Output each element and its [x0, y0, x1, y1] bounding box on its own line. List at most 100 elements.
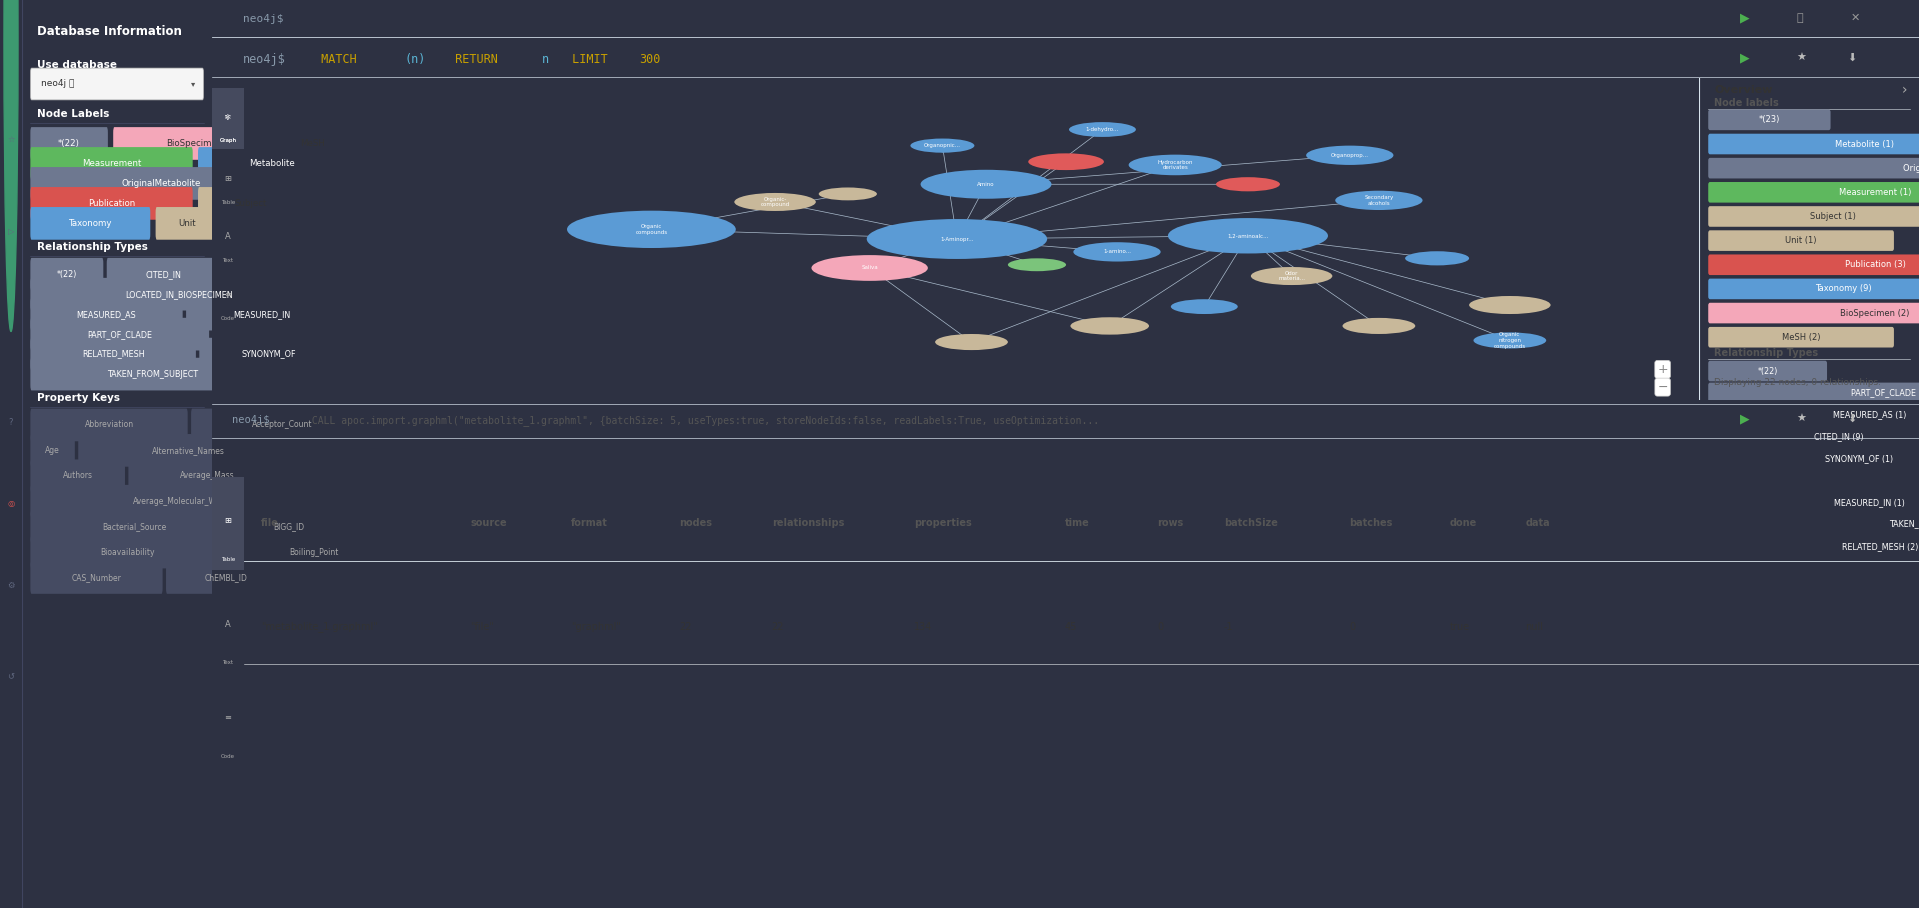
FancyBboxPatch shape	[31, 258, 104, 291]
Text: MEASURED_AS: MEASURED_AS	[77, 310, 136, 319]
Text: Bioavailability: Bioavailability	[100, 548, 155, 557]
Text: 0: 0	[1157, 622, 1163, 632]
Text: 1-dehydro...: 1-dehydro...	[1086, 127, 1119, 132]
Text: Relationship Types: Relationship Types	[36, 242, 148, 252]
Text: Taxonomy (9): Taxonomy (9)	[1815, 284, 1871, 293]
Text: neo4j$: neo4j$	[242, 14, 284, 24]
Text: ↺: ↺	[8, 672, 15, 681]
Text: 300: 300	[639, 53, 660, 65]
Text: OriginalMetabolite (1): OriginalMetabolite (1)	[1904, 163, 1919, 173]
Text: Measurement: Measurement	[83, 159, 142, 168]
Text: A: A	[225, 619, 230, 628]
FancyBboxPatch shape	[31, 434, 75, 467]
Circle shape	[1343, 318, 1416, 334]
FancyBboxPatch shape	[1708, 470, 1919, 491]
Circle shape	[1171, 300, 1238, 314]
Circle shape	[867, 219, 1048, 259]
Text: Odor
materia...: Odor materia...	[1278, 271, 1305, 281]
FancyBboxPatch shape	[198, 147, 345, 180]
FancyBboxPatch shape	[31, 459, 125, 492]
FancyBboxPatch shape	[1708, 492, 1919, 513]
FancyBboxPatch shape	[31, 485, 338, 518]
Text: format: format	[570, 518, 608, 528]
Text: Amino: Amino	[977, 182, 994, 187]
Text: 1-amino...: 1-amino...	[1103, 250, 1130, 254]
Circle shape	[1007, 258, 1067, 271]
Text: ▶: ▶	[1741, 12, 1750, 25]
Text: ▷: ▷	[8, 227, 13, 236]
FancyBboxPatch shape	[107, 258, 219, 291]
Circle shape	[1251, 267, 1332, 285]
FancyBboxPatch shape	[31, 187, 192, 220]
Text: MEASURED_IN: MEASURED_IN	[234, 310, 292, 319]
Text: Table: Table	[221, 557, 236, 562]
Text: Organic
compounds: Organic compounds	[635, 224, 668, 235]
FancyBboxPatch shape	[1708, 302, 1919, 323]
Text: Unit (1): Unit (1)	[1785, 236, 1817, 245]
Text: Code: Code	[221, 754, 234, 759]
Text: Subject: Subject	[234, 199, 267, 208]
FancyBboxPatch shape	[1708, 404, 1919, 425]
Text: SYNONYM_OF (1): SYNONYM_OF (1)	[1825, 454, 1894, 463]
Text: "file": "file"	[470, 622, 493, 632]
Text: rows: rows	[1157, 518, 1184, 528]
Text: Organic
nitrogen
compounds: Organic nitrogen compounds	[1493, 332, 1526, 349]
Text: RELATED_MESH: RELATED_MESH	[83, 350, 144, 359]
Circle shape	[935, 334, 1007, 350]
Text: Organopnic...: Organopnic...	[923, 143, 961, 148]
FancyBboxPatch shape	[167, 561, 286, 594]
Text: neo4j$: neo4j$	[242, 53, 286, 65]
FancyBboxPatch shape	[192, 409, 374, 441]
FancyBboxPatch shape	[129, 459, 286, 492]
Text: RETURN: RETURN	[447, 53, 505, 65]
Text: Age: Age	[46, 446, 59, 455]
Text: ⛶: ⛶	[1796, 14, 1802, 24]
FancyBboxPatch shape	[200, 338, 338, 370]
Text: Property Keys: Property Keys	[36, 392, 121, 403]
Text: Publication: Publication	[88, 199, 134, 208]
Text: 22: 22	[771, 622, 785, 632]
Text: ChEMBL_ID: ChEMBL_ID	[205, 573, 248, 582]
Text: ☆: ☆	[8, 136, 15, 145]
FancyBboxPatch shape	[155, 207, 219, 240]
FancyBboxPatch shape	[31, 338, 196, 370]
FancyBboxPatch shape	[31, 68, 203, 100]
Text: OriginalMetabolite: OriginalMetabolite	[121, 179, 201, 188]
Circle shape	[1169, 218, 1328, 253]
FancyBboxPatch shape	[1708, 449, 1919, 469]
Text: ⚙: ⚙	[8, 581, 15, 590]
Circle shape	[1217, 177, 1280, 192]
Text: 45: 45	[1065, 622, 1077, 632]
Text: Graph: Graph	[219, 138, 236, 143]
FancyBboxPatch shape	[1708, 514, 1919, 535]
FancyBboxPatch shape	[31, 207, 150, 240]
Text: Displaying 22 nodes, 0 relationships.: Displaying 22 nodes, 0 relationships.	[1714, 378, 1881, 387]
Text: 1,2-aminoalc...: 1,2-aminoalc...	[1228, 233, 1268, 238]
Text: ⬇: ⬇	[1848, 54, 1858, 64]
Text: ?: ?	[10, 418, 13, 427]
Circle shape	[1128, 154, 1222, 175]
Text: CALL apoc.import.graphml("metabolite_1.graphml", {batchSize: 5, useTypes:true, s: CALL apoc.import.graphml("metabolite_1.g…	[305, 415, 1100, 426]
Text: Subject (1): Subject (1)	[1810, 212, 1856, 221]
FancyBboxPatch shape	[31, 510, 238, 543]
Text: CAS_Number: CAS_Number	[71, 573, 121, 582]
Text: CITED_IN (9): CITED_IN (9)	[1813, 432, 1863, 441]
Text: ▾: ▾	[190, 80, 196, 88]
Text: Organoprop...: Organoprop...	[1330, 153, 1368, 158]
Text: +: +	[1658, 363, 1668, 376]
FancyBboxPatch shape	[1708, 231, 1894, 251]
Circle shape	[812, 255, 929, 281]
Text: ▶: ▶	[1741, 413, 1750, 426]
Text: *(22): *(22)	[58, 270, 77, 279]
Text: ⊞: ⊞	[225, 517, 232, 526]
Circle shape	[921, 170, 1052, 199]
Text: ›: ›	[1902, 83, 1907, 97]
Text: MEASURED_AS (1): MEASURED_AS (1)	[1833, 410, 1906, 419]
Text: *(22): *(22)	[58, 139, 81, 148]
Text: *(22): *(22)	[1758, 367, 1777, 376]
Text: Bacterial_Source: Bacterial_Source	[102, 522, 167, 531]
FancyBboxPatch shape	[1708, 360, 1827, 381]
Text: ▶: ▶	[1741, 52, 1750, 64]
Circle shape	[566, 211, 735, 248]
FancyBboxPatch shape	[31, 358, 274, 390]
